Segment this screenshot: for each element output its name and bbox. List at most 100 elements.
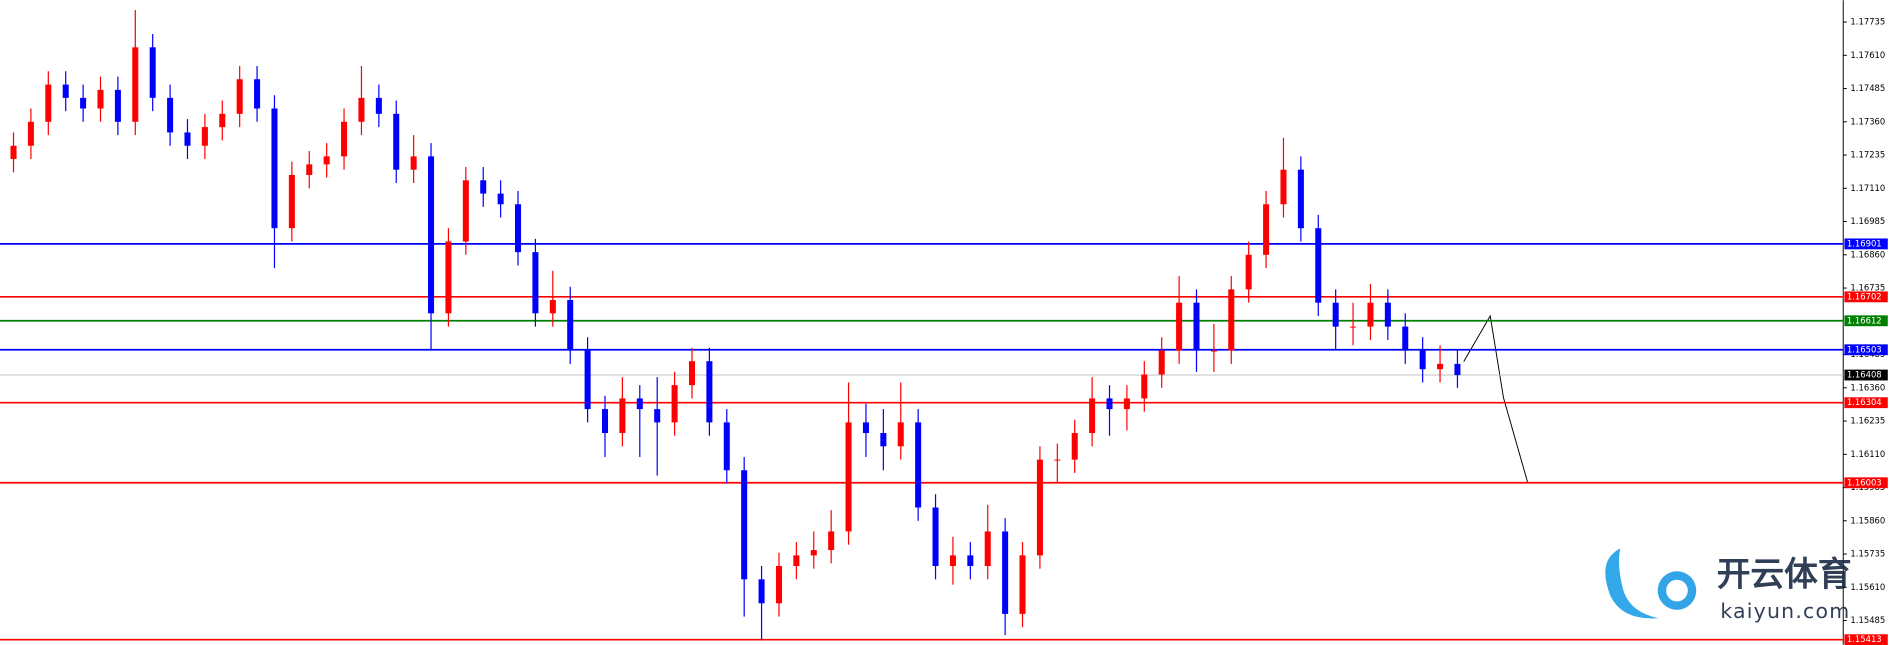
candle-body [1245,254,1252,290]
candle-body [1350,326,1357,328]
watermark-url: kaiyun.com [1720,599,1850,623]
level-label: 1.15413 [1847,634,1882,644]
y-tick-label: 1.16985 [1850,216,1885,226]
candle-body [1071,433,1078,460]
candle-body [845,422,852,532]
candle-body [758,579,765,604]
candle-body [1193,302,1200,351]
y-tick-label: 1.15485 [1850,615,1885,625]
candle-body [1054,459,1061,461]
candle-body [706,361,713,423]
candle-body [1089,398,1096,434]
candle-body [515,204,522,253]
candle-body [497,193,504,205]
candle-body [671,385,678,423]
candle-body [532,252,539,314]
candle-body [723,422,730,471]
candle-body [271,108,278,229]
candle-body [984,531,991,567]
candle-body [306,164,313,176]
candle-body [775,566,782,604]
candle-body [1384,302,1391,327]
candle-body [636,398,643,410]
level-label-box [1844,634,1888,645]
candle-body [149,47,156,98]
y-tick-label: 1.17610 [1850,50,1885,60]
candle-body [167,97,174,133]
candle-body [549,300,556,314]
y-tick-label: 1.17235 [1850,150,1885,160]
logo-ball-inner [1666,579,1688,602]
candle-body [393,113,400,170]
logo-swoosh [1605,548,1659,619]
candle-body [45,84,52,122]
candle-body [62,84,69,98]
y-tick-label: 1.16110 [1850,449,1885,459]
level-label: 1.16003 [1847,477,1882,487]
candle-body [1228,289,1235,351]
candle-body [1210,350,1217,352]
level-label-box [1844,344,1888,356]
watermark: 开云体育 kaiyun.com [1605,548,1852,623]
candle-body [1419,350,1426,370]
candle-body [1263,204,1270,255]
candle-body [601,409,609,434]
candle-body [584,350,591,410]
candle-body [410,156,417,170]
level-label-box [1844,291,1888,303]
y-tick-label: 1.16735 [1850,283,1885,293]
level-label-box [1844,315,1888,327]
level-label-box [1844,477,1888,489]
y-tick-label: 1.17735 [1850,17,1885,27]
y-tick-label: 1.15610 [1850,582,1885,592]
candle-body [80,97,87,109]
watermark-title: 开云体育 [1717,555,1852,594]
candle-body [810,550,817,556]
candle-body [1002,531,1009,614]
candle-body [1106,398,1113,410]
candle-body [358,97,365,122]
candle-body [1315,228,1322,303]
candle-body [236,79,243,114]
candle-body [1141,374,1148,399]
candle-body [10,145,17,160]
level-label-box [1844,238,1888,250]
candle-body [1454,363,1461,376]
level-label-box [1844,369,1888,381]
candle-body [132,47,139,122]
candle-body [1437,363,1444,370]
level-label: 1.16901 [1847,238,1882,248]
y-tick-label: 1.17485 [1850,83,1885,93]
candle-body [27,121,34,146]
candle-body [1019,555,1026,614]
candle-body [1036,459,1043,556]
y-tick-label: 1.15860 [1850,515,1885,525]
candle-body [654,409,661,423]
candle-body [1367,302,1374,327]
level-label: 1.16304 [1847,397,1882,407]
candle-body [1158,350,1165,375]
level-label: 1.16503 [1847,344,1882,354]
candle-body [619,398,626,434]
candle-body [932,507,939,567]
candle-body [201,127,208,146]
candle-body [462,180,469,242]
candle-body [219,113,226,128]
candle-body [445,241,452,314]
candle-body [567,300,574,351]
candle-body [1176,302,1183,351]
candle-body [793,555,800,567]
candle-body [688,361,696,386]
candle-body [341,121,348,157]
y-tick-label: 1.17110 [1850,183,1885,193]
candle-body [1123,398,1130,410]
level-label: 1.16702 [1847,291,1882,301]
candle-body [1402,326,1409,351]
candle-body [741,470,748,580]
candle-body [915,422,922,508]
candle-body [375,97,382,114]
candle-body [967,555,974,567]
candle-body [949,555,956,567]
